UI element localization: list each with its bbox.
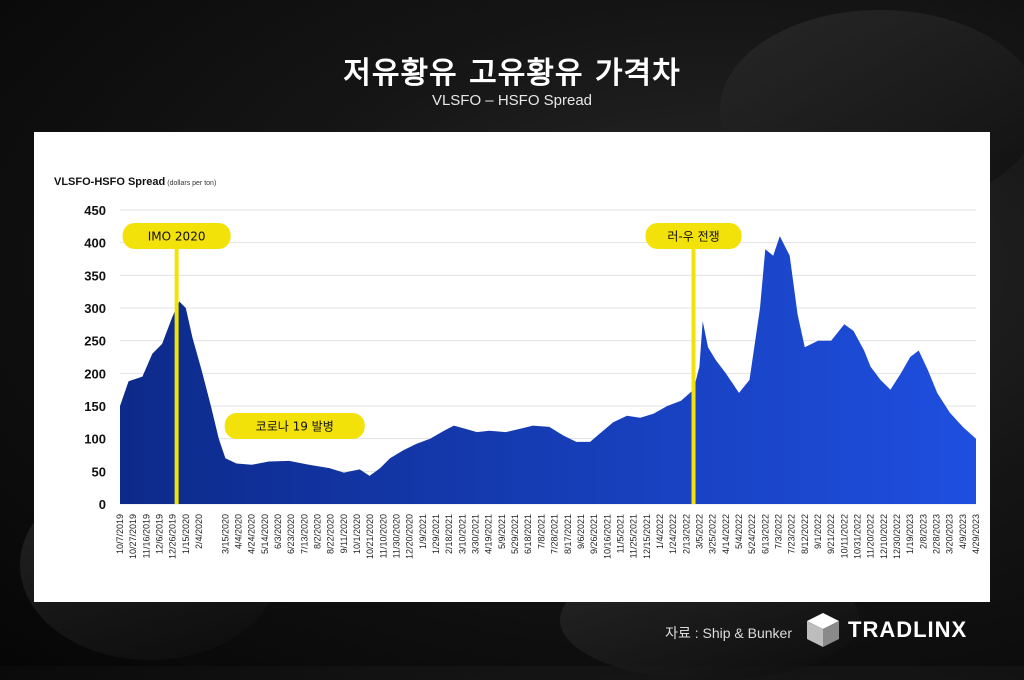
y-tick-label: 50 [92,464,106,479]
x-tick-label: 1/24/2022 [668,514,678,554]
x-tick-label: 5/9/2021 [497,514,507,549]
x-tick-label: 4/29/2023 [971,514,981,554]
x-tick-label: 12/10/2022 [879,514,889,559]
x-tick-label: 3/20/2023 [945,514,955,554]
y-tick-label: 250 [84,334,106,349]
annotation-label: 러-우 전쟁 [667,230,719,244]
x-tick-label: 12/6/2019 [155,514,165,554]
x-tick-label: 7/8/2021 [536,514,546,549]
x-tick-label: 1/19/2023 [905,514,915,554]
x-tick-label: 10/7/2019 [115,514,125,554]
x-tick-label: 5/29/2021 [510,514,520,554]
y-tick-label: 300 [84,301,106,316]
x-tick-label: 11/30/2020 [392,514,402,558]
x-tick-label: 2/18/2021 [444,514,454,554]
x-tick-label: 10/11/2022 [839,514,849,558]
chart-unit: (dollars per ton) [167,180,217,187]
annotation-badge [224,413,365,439]
page-title: 저유황유 고유황유 가격차 [343,56,681,91]
y-tick-label: 200 [84,366,106,381]
x-tick-label: 8/17/2021 [563,514,573,554]
x-tick-label: 12/20/2020 [405,514,415,559]
x-tick-label: 12/26/2019 [168,514,178,559]
x-tick-label: 12/15/2021 [642,514,652,559]
y-tick-label: 100 [84,432,106,447]
x-tick-label: 10/21/2020 [365,514,375,559]
x-tick-label: 4/24/2020 [247,514,257,554]
x-tick-label: 7/13/2020 [299,514,309,554]
x-tick-label: 10/31/2022 [852,514,862,559]
x-tick-label: 9/21/2022 [826,514,836,554]
x-tick-label: 9/1/2022 [813,514,823,549]
x-tick-label: 1/9/2021 [418,514,428,549]
x-tick-label: 10/1/2020 [352,514,362,554]
x-tick-label: 3/25/2022 [708,514,718,554]
x-tick-label: 9/26/2021 [589,514,599,554]
x-tick-label: 8/2/2020 [313,514,323,549]
x-tick-label: 11/16/2019 [141,514,151,558]
x-tick-label: 1/4/2022 [655,514,665,549]
x-tick-label: 3/10/2021 [457,514,467,554]
x-tick-label: 10/16/2021 [602,514,612,559]
chart-card: VLSFO-HSFO Spread (dollars per ton) 0 50 10… [34,132,990,602]
x-tick-label: 1/15/2020 [181,514,191,554]
chart-title: VLSFO-HSFO Spread (dollars per ton) [54,176,216,188]
x-tick-label: 11/10/2020 [378,514,388,558]
x-tick-label: 11/25/2021 [629,514,639,558]
y-tick-label: 0 [99,497,106,512]
x-tick-label: 11/20/2022 [866,514,876,558]
x-tick-label: 5/24/2022 [747,514,757,554]
source-note: 자료 : Ship & Bunker [665,625,792,641]
x-tick-label: 6/23/2020 [286,514,296,554]
x-tick-label: 8/22/2020 [326,514,336,554]
x-tick-label: 4/9/2023 [958,514,968,549]
y-tick-label: 450 [84,203,106,218]
y-tick-label: 400 [84,236,106,251]
x-tick-label: 6/13/2022 [760,514,770,554]
x-tick-label: 3/15/2020 [220,514,230,554]
tradlinx-logo: TRADLINX [806,612,967,648]
x-tick-label: 3/30/2021 [471,514,481,554]
x-tick-label: 2/4/2020 [194,514,204,549]
x-tick-label: 5/4/2022 [734,514,744,549]
x-tick-label: 2/8/2023 [918,514,928,549]
x-tick-label: 7/28/2021 [550,514,560,554]
x-tick-label: 2/13/2022 [681,514,691,554]
annotation-badge [645,223,742,249]
x-tick-label: 6/18/2021 [523,514,533,554]
annotation-label: 코로나 19 발병 [256,420,334,434]
spread-area [120,236,976,504]
chart-title-text: VLSFO-HSFO Spread [54,176,166,188]
x-tick-label: 6/3/2020 [273,514,283,549]
y-tick-label: 150 [84,399,106,414]
page-subtitle: VLSFO – HSFO Spread [431,92,593,109]
brand-name: TRADLINX [848,617,968,642]
x-tick-label: 5/14/2020 [260,514,270,554]
x-tick-label: 8/12/2022 [800,514,810,554]
y-tick-label: 350 [84,268,106,283]
annotation-label: IMO 2020 [148,230,206,244]
x-tick-label: 3/5/2022 [694,514,704,549]
x-tick-label: 1/29/2021 [431,514,441,554]
x-tick-label: 4/19/2021 [484,514,494,554]
x-tick-label: 10/27/2019 [128,514,138,559]
cube-icon [807,613,839,647]
x-tick-label: 7/23/2022 [787,514,797,554]
x-tick-label: 9/6/2021 [576,514,586,549]
annotation-badge [122,223,231,249]
x-tick-label: 11/5/2021 [615,514,625,553]
x-tick-label: 4/14/2022 [721,514,731,554]
x-tick-label: 4/4/2020 [234,514,244,549]
x-tick-label: 12/30/2022 [892,514,902,559]
x-tick-label: 9/11/2020 [339,514,349,553]
x-tick-label: 2/28/2023 [931,514,941,554]
x-tick-label: 7/3/2022 [773,514,783,549]
